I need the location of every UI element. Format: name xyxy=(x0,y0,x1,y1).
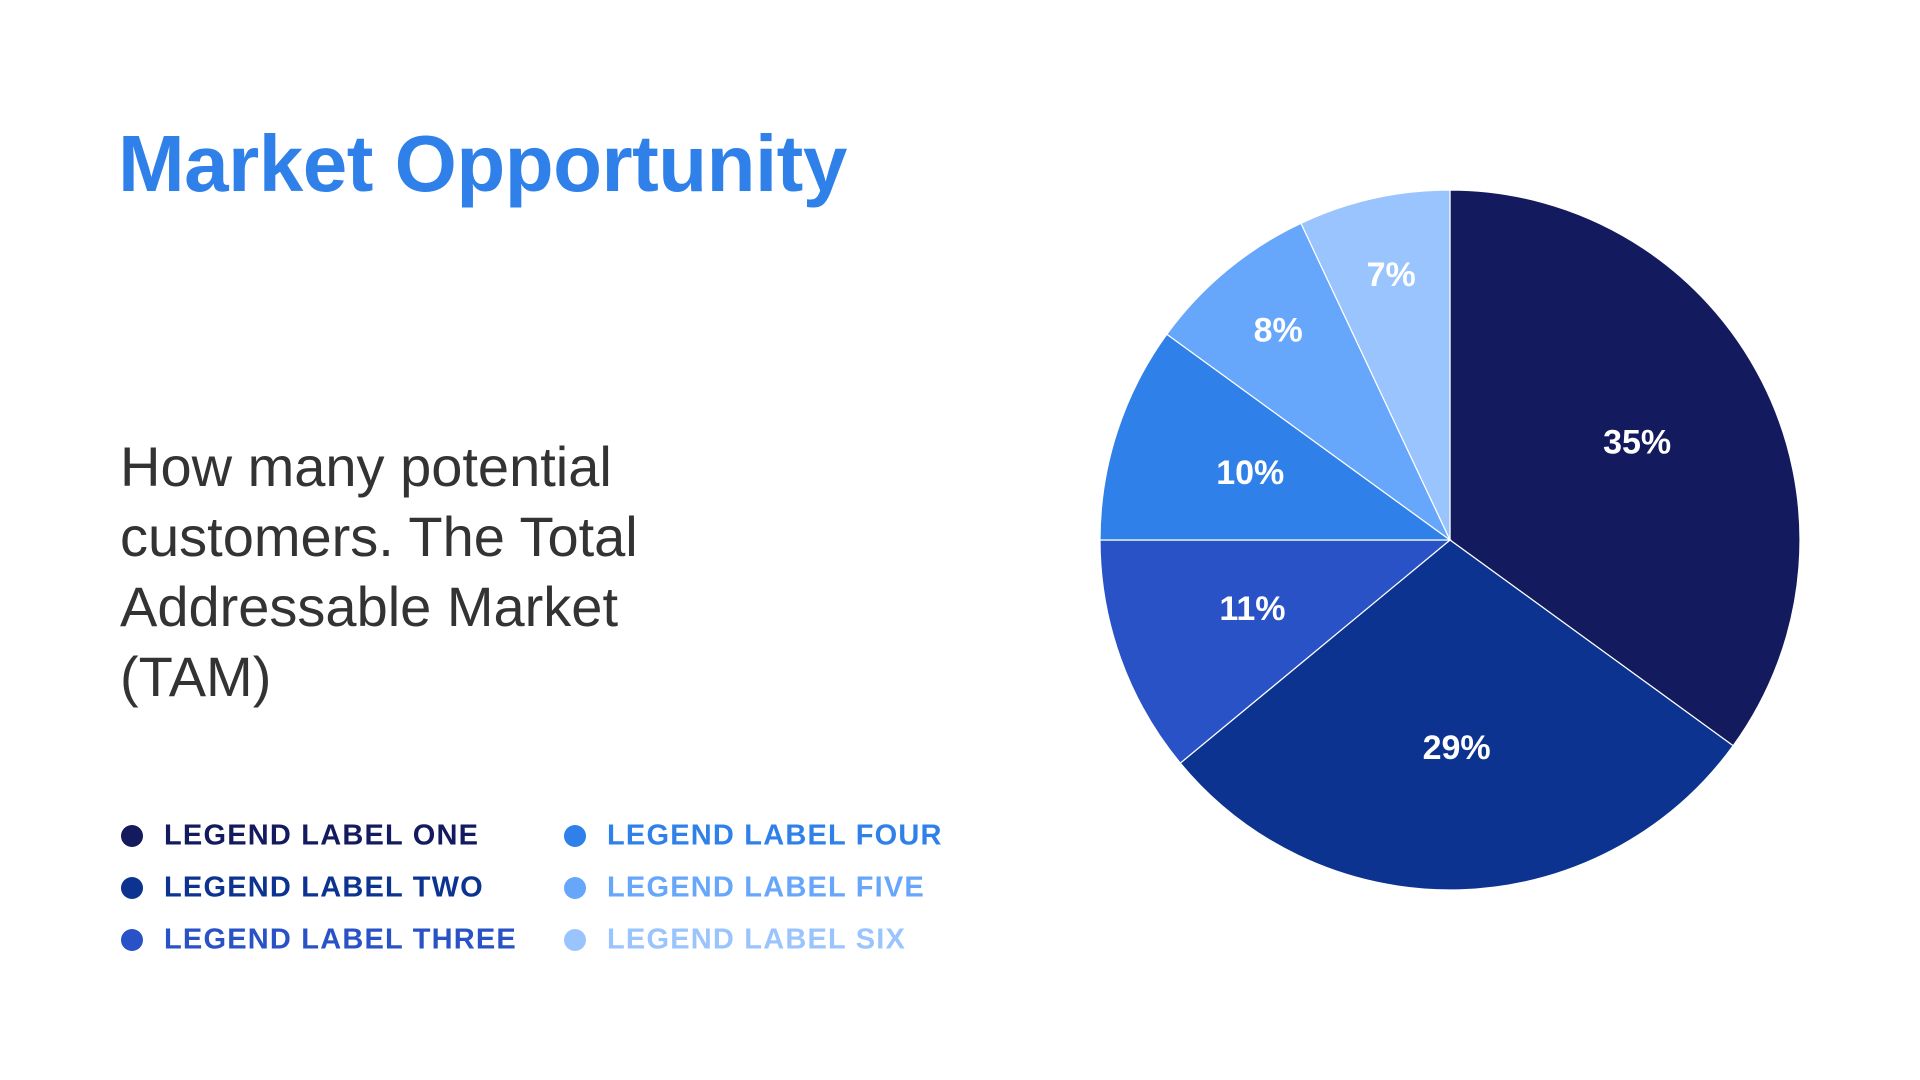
pie-slice xyxy=(1099,539,1452,764)
data-label: 8% xyxy=(1254,311,1303,349)
legend-label: LEGEND LABEL SIX xyxy=(607,924,906,956)
slide-title: Market Opportunity xyxy=(118,119,847,208)
legend-marker xyxy=(564,825,586,847)
data-label: 35% xyxy=(1603,424,1671,462)
pie-slice xyxy=(1179,539,1734,891)
legend-marker xyxy=(121,825,143,847)
pie-slice xyxy=(1166,222,1451,541)
legend-label: LEGEND LABEL FIVE xyxy=(607,872,925,904)
slide-subtitle: How many potential customers. The Total … xyxy=(120,435,638,708)
data-label: 11% xyxy=(1219,590,1285,628)
legend-marker xyxy=(121,929,143,951)
data-label: 7% xyxy=(1367,256,1416,294)
pie-slice xyxy=(1300,189,1451,541)
data-label: 10% xyxy=(1216,454,1284,492)
legend-label: LEGEND LABEL ONE xyxy=(164,820,479,852)
legend-label: LEGEND LABEL FOUR xyxy=(607,820,943,852)
legend-label: LEGEND LABEL TWO xyxy=(164,872,484,904)
legend-label: LEGEND LABEL THREE xyxy=(164,924,517,956)
pie-slice xyxy=(1449,189,1801,747)
legend-marker xyxy=(564,929,586,951)
data-label: 29% xyxy=(1423,729,1491,767)
legend-marker xyxy=(564,877,586,899)
legend-marker xyxy=(121,877,143,899)
pie-slice xyxy=(1099,333,1452,541)
